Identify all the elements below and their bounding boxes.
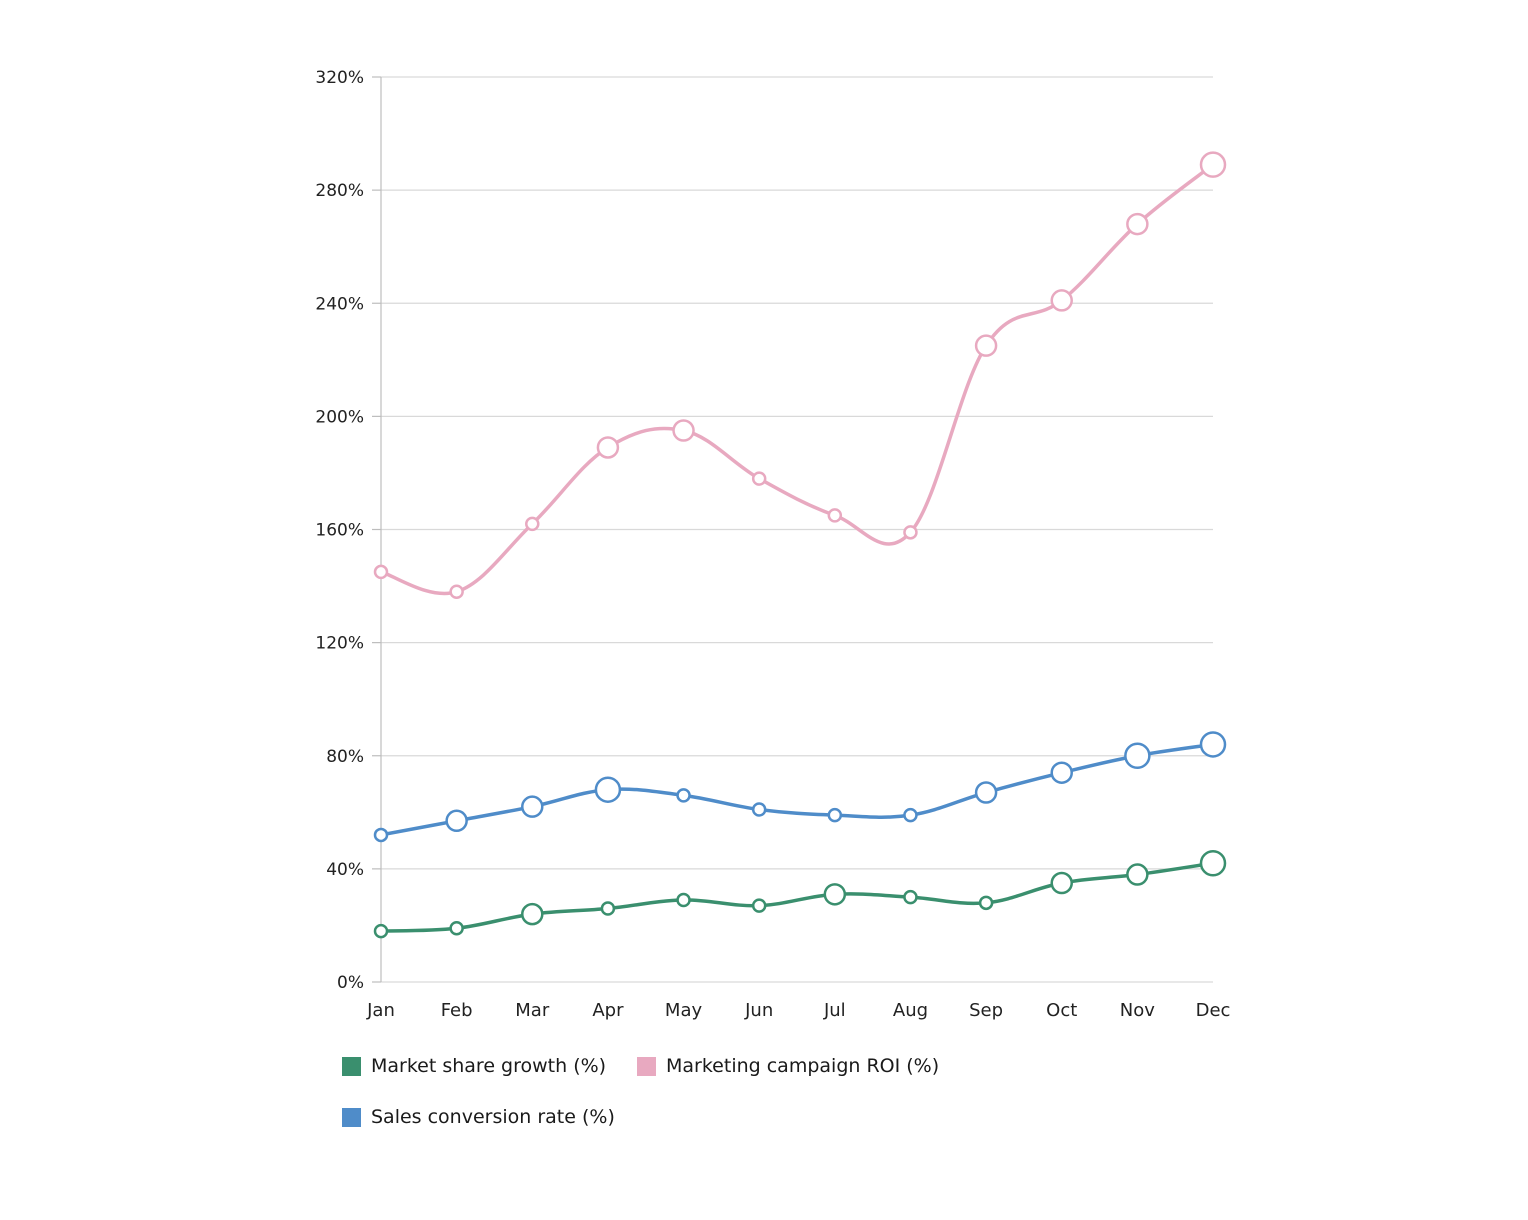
legend-label-marketing-roi: Marketing campaign ROI (%) (666, 1055, 940, 1077)
y-tick-label: 40% (326, 860, 364, 880)
x-tick-label: Sep (969, 1000, 1003, 1021)
x-tick-label: May (665, 1000, 703, 1021)
x-tick-label: Oct (1046, 1000, 1077, 1021)
data-point[interactable] (1050, 871, 1073, 895)
series-0 (373, 849, 1227, 939)
data-point[interactable] (1199, 151, 1227, 178)
legend-label-sales-conversion: Sales conversion rate (%) (371, 1106, 615, 1128)
legend-item-sales-conversion[interactable]: Sales conversion rate (%) (342, 1106, 615, 1128)
data-point[interactable] (373, 827, 389, 843)
data-point[interactable] (751, 471, 767, 486)
data-point[interactable] (903, 889, 918, 905)
y-tick-label: 0% (337, 973, 364, 993)
x-tick-label: Mar (515, 1000, 550, 1021)
data-point[interactable] (449, 921, 464, 936)
x-tick-label: Feb (441, 1000, 473, 1021)
data-point[interactable] (827, 807, 843, 823)
data-point[interactable] (521, 902, 544, 926)
series-1 (373, 151, 1227, 599)
data-point[interactable] (672, 419, 695, 442)
data-point[interactable] (1199, 731, 1227, 758)
legend-item-marketing-roi[interactable]: Marketing campaign ROI (%) (637, 1055, 939, 1077)
data-point[interactable] (676, 892, 691, 908)
data-point[interactable] (751, 898, 767, 913)
legend-swatch-market-share (342, 1056, 361, 1076)
series-layer (373, 151, 1227, 939)
x-tick-label: Jun (744, 1000, 773, 1021)
y-tick-label: 120% (315, 634, 364, 654)
x-axis: Jan Feb Mar Apr May Jun Jul Aug Sep Oct Nov Dec (366, 1000, 1230, 1021)
legend-swatch-marketing-roi (637, 1056, 656, 1076)
series-line (379, 742, 1215, 837)
legend-label-market-share: Market share growth (%) (371, 1055, 607, 1077)
legend-swatch-sales-conversion (342, 1107, 361, 1127)
data-point[interactable] (596, 436, 620, 459)
data-point[interactable] (1124, 742, 1151, 769)
x-tick-label: Jan (366, 1000, 395, 1021)
data-point[interactable] (373, 564, 389, 580)
y-tick-label: 80% (326, 747, 364, 767)
data-point[interactable] (600, 901, 616, 916)
data-point[interactable] (445, 809, 468, 833)
y-tick-label: 200% (315, 407, 364, 427)
y-tick-label: 320% (315, 68, 364, 88)
data-point[interactable] (525, 516, 540, 532)
data-point[interactable] (449, 584, 464, 599)
data-point[interactable] (1050, 289, 1073, 312)
y-tick-label: 160% (315, 521, 364, 541)
data-point[interactable] (521, 795, 544, 818)
y-tick-label: 280% (315, 181, 364, 201)
data-point[interactable] (827, 508, 843, 523)
grid-lines (381, 76, 1213, 983)
data-point[interactable] (823, 883, 847, 906)
data-point[interactable] (1050, 761, 1073, 784)
data-point[interactable] (903, 807, 918, 823)
y-axis: 0% 40% 80% 120% 160% 200% 240% 280% 320% (315, 68, 382, 993)
x-tick-label: Jul (823, 1000, 846, 1021)
line-chart: 0% 40% 80% 120% 160% 200% 240% 280% 320% Jan Feb M… (315, 68, 1230, 1021)
series-2 (373, 731, 1227, 843)
data-point[interactable] (594, 776, 622, 803)
y-tick-label: 240% (315, 294, 364, 314)
x-tick-label: Nov (1120, 1000, 1155, 1021)
data-point[interactable] (978, 895, 994, 911)
x-tick-label: Aug (893, 1000, 928, 1021)
data-point[interactable] (1126, 212, 1149, 236)
data-point[interactable] (1199, 849, 1227, 877)
data-point[interactable] (974, 334, 998, 357)
data-point[interactable] (903, 525, 918, 540)
series-line (379, 861, 1215, 933)
data-point[interactable] (751, 802, 767, 817)
data-point[interactable] (974, 781, 998, 804)
x-tick-label: Dec (1196, 1000, 1231, 1021)
data-point[interactable] (373, 923, 389, 939)
x-tick-label: Apr (592, 1000, 624, 1021)
data-point[interactable] (676, 788, 691, 803)
data-point[interactable] (1126, 863, 1149, 886)
legend-item-market-share[interactable]: Market share growth (%) (342, 1055, 606, 1077)
